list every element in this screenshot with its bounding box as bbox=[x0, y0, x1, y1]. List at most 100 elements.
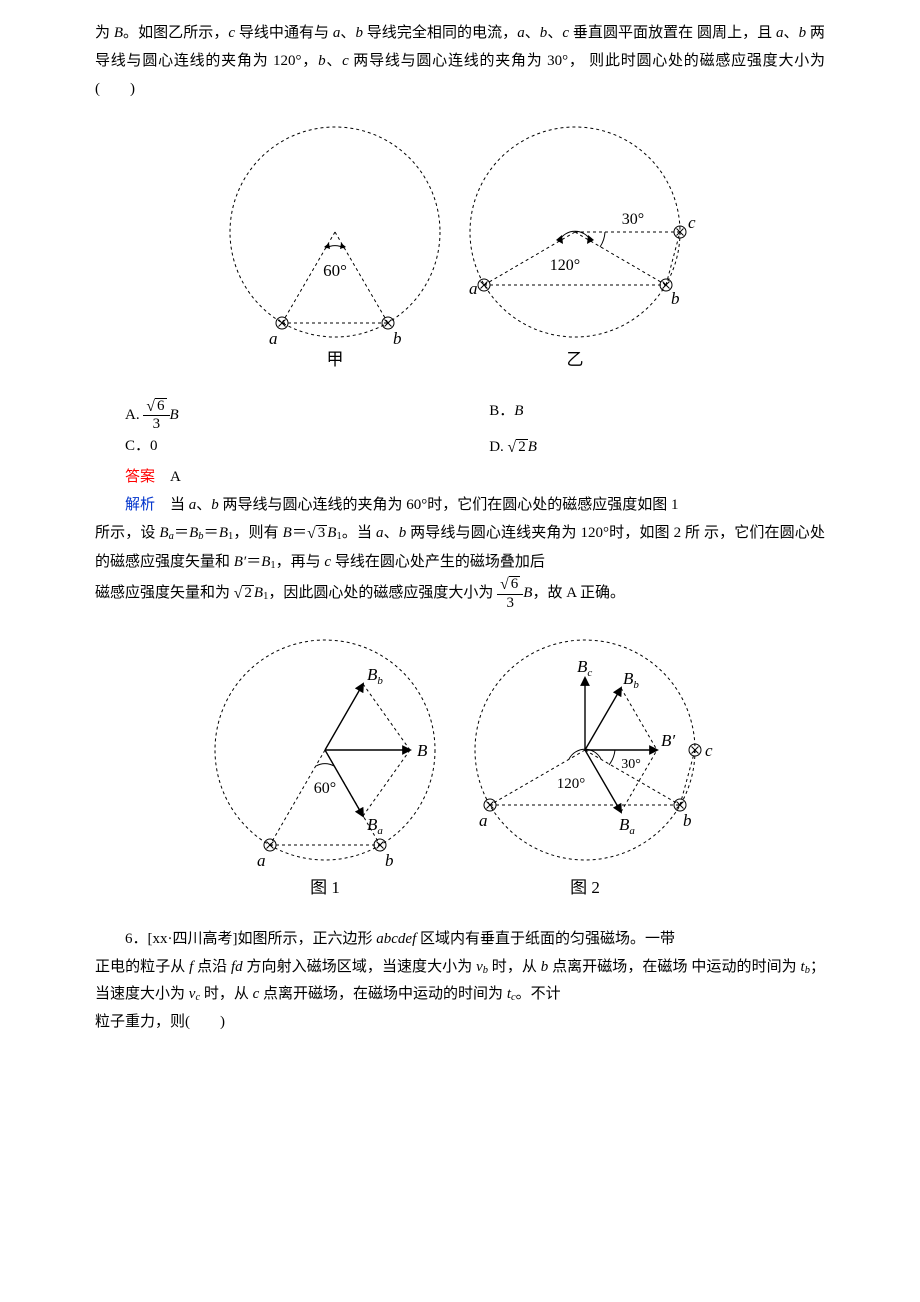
t: 点沿 bbox=[193, 959, 231, 975]
sep: 、 bbox=[196, 497, 211, 513]
Bc: B bbox=[577, 657, 588, 676]
t: 中运动的时间为 bbox=[691, 959, 800, 975]
eq: ＝ bbox=[246, 554, 261, 570]
t: 时，从 bbox=[200, 986, 253, 1002]
caption-yi: 乙 bbox=[567, 350, 584, 369]
var-b: b bbox=[318, 53, 326, 69]
var-b: b bbox=[211, 497, 219, 513]
Bprime: B′ bbox=[234, 554, 246, 570]
opt-B-val: B bbox=[514, 403, 523, 419]
t: 区域内有垂直于纸面的匀强磁场。一带 bbox=[416, 931, 675, 947]
sqrt-6: 6 bbox=[509, 576, 521, 592]
t: ，因此圆心处的磁感应强度大小为 bbox=[268, 585, 497, 601]
Ba: B bbox=[367, 815, 378, 834]
text: 两导线与圆心连线的夹角为 30°， bbox=[349, 53, 585, 69]
var-b: b bbox=[355, 25, 363, 41]
t: 正电的粒子从 bbox=[95, 959, 189, 975]
Bb-sub: b bbox=[377, 675, 383, 687]
text: 。如图乙所示， bbox=[123, 25, 228, 41]
Ba: B bbox=[619, 815, 630, 834]
t: ，再与 bbox=[276, 554, 325, 570]
eq: ＝ bbox=[204, 525, 219, 541]
text: 垂直圆平面放置在 bbox=[569, 25, 693, 41]
question-6-tail: 粒子重力，则( ) bbox=[95, 1009, 825, 1037]
opt-D-prefix: D. bbox=[489, 439, 507, 455]
B: B bbox=[417, 741, 428, 760]
label-b: b bbox=[683, 811, 692, 830]
label-b: b bbox=[385, 851, 394, 870]
B: B bbox=[283, 525, 292, 541]
label-c: c bbox=[705, 741, 713, 760]
Ba: B bbox=[159, 525, 168, 541]
sep: 、 bbox=[384, 525, 399, 541]
opt-A-B: B bbox=[170, 407, 179, 423]
var-B: B bbox=[114, 25, 123, 41]
label-a: a bbox=[269, 329, 278, 348]
opt-A-prefix: A. bbox=[125, 407, 143, 423]
options-block: A. √63B B．B C．0 D. √2B bbox=[95, 398, 825, 462]
label-a: a bbox=[479, 811, 488, 830]
option-C: C．0 bbox=[95, 433, 489, 462]
Bprime: B′ bbox=[661, 731, 675, 750]
text: 导线完全相同的电流， bbox=[363, 25, 517, 41]
sep: 、 bbox=[326, 53, 343, 69]
angle-120: 120° bbox=[557, 776, 586, 792]
var-a: a bbox=[776, 25, 784, 41]
eq: ＝ bbox=[292, 525, 307, 541]
label-a: a bbox=[257, 851, 266, 870]
B1: B bbox=[219, 525, 228, 541]
question-6: 6．[xx·四川高考]如图所示，正六边形 abcdef 区域内有垂直于纸面的匀强… bbox=[95, 926, 825, 954]
sep: 、 bbox=[340, 25, 355, 41]
var-b: b bbox=[799, 25, 807, 41]
option-D: D. √2B bbox=[489, 433, 825, 462]
text: 圆周上，且 bbox=[697, 25, 776, 41]
label-a: a bbox=[469, 279, 478, 298]
svg-text:Bc: Bc bbox=[577, 657, 592, 679]
answer-line: 答案 A bbox=[95, 464, 825, 492]
angle-120: 120° bbox=[550, 257, 580, 274]
B1: B bbox=[254, 585, 263, 601]
sep: 、 bbox=[784, 25, 799, 41]
den-3: 3 bbox=[497, 594, 523, 612]
angle-30: 30° bbox=[622, 211, 644, 228]
den-3: 3 bbox=[143, 415, 169, 433]
explain-para: 解析 当 a、b 两导线与圆心连线的夹角为 60°时，它们在圆心处的磁感应强度如… bbox=[95, 492, 825, 520]
t: 两导线与圆心连线的夹角为 60°时，它们在圆心处的磁感应强度如图 1 bbox=[219, 497, 679, 513]
label-b: b bbox=[393, 329, 402, 348]
t: 两导线与圆心连线夹角为 120°时，如图 2 所 bbox=[406, 525, 700, 541]
t: 粒子重力，则( ) bbox=[95, 1014, 225, 1030]
intro-paragraph: 为 B。如图乙所示，c 导线中通有与 a、b 导线完全相同的电流，a、b、c 垂… bbox=[95, 20, 825, 103]
t: 导线在圆心处产生的磁场叠加后 bbox=[331, 554, 545, 570]
option-A: A. √63B bbox=[95, 398, 489, 433]
eq: ＝ bbox=[174, 525, 189, 541]
question-6-cont: 正电的粒子从 f 点沿 fd 方向射入磁场区域，当速度大小为 vb 时，从 b … bbox=[95, 954, 825, 1010]
explain-para-3: 磁感应强度矢量和为 √2B1，因此圆心处的磁感应强度大小为 √63B，故 A 正… bbox=[95, 576, 825, 611]
sqrt-3: 3 bbox=[316, 525, 328, 541]
t: 方向射入磁场区域，当速度大小为 bbox=[243, 959, 476, 975]
answer-label: 答案 bbox=[125, 469, 155, 485]
explain-label: 解析 bbox=[125, 497, 155, 513]
label-b: b bbox=[671, 289, 680, 308]
sep: 、 bbox=[525, 25, 540, 41]
option-B: B．B bbox=[489, 398, 825, 433]
t: 时，从 bbox=[488, 959, 541, 975]
var-a: a bbox=[376, 525, 384, 541]
Ba-sub: a bbox=[377, 825, 383, 837]
Bc-sub: c bbox=[587, 667, 592, 679]
Ba-sub: a bbox=[629, 825, 635, 837]
svg-text:Ba: Ba bbox=[619, 815, 635, 837]
Bb: B bbox=[189, 525, 198, 541]
t: 所示，设 bbox=[95, 525, 159, 541]
fd: fd bbox=[231, 959, 243, 975]
figure-jia-yi: 60° a b 甲 120° 30° a b c 乙 bbox=[95, 117, 825, 388]
t: 。当 bbox=[342, 525, 376, 541]
explain-para-2: 所示，设 Ba＝Bb＝B1，则有 B＝√3B1。当 a、b 两导线与圆心连线夹角… bbox=[95, 519, 825, 576]
t: 6．[xx·四川高考]如图所示，正六边形 bbox=[125, 931, 376, 947]
sqrt-2: 2 bbox=[242, 585, 254, 601]
text: 导线中通有与 bbox=[235, 25, 333, 41]
svg-text:Ba: Ba bbox=[367, 815, 383, 837]
t: 点离开磁场，在磁场中运动的时间为 bbox=[259, 986, 507, 1002]
t: ，故 A 正确。 bbox=[532, 585, 625, 601]
sqrt-6: 6 bbox=[155, 398, 167, 414]
t: 。不计 bbox=[516, 986, 561, 1002]
